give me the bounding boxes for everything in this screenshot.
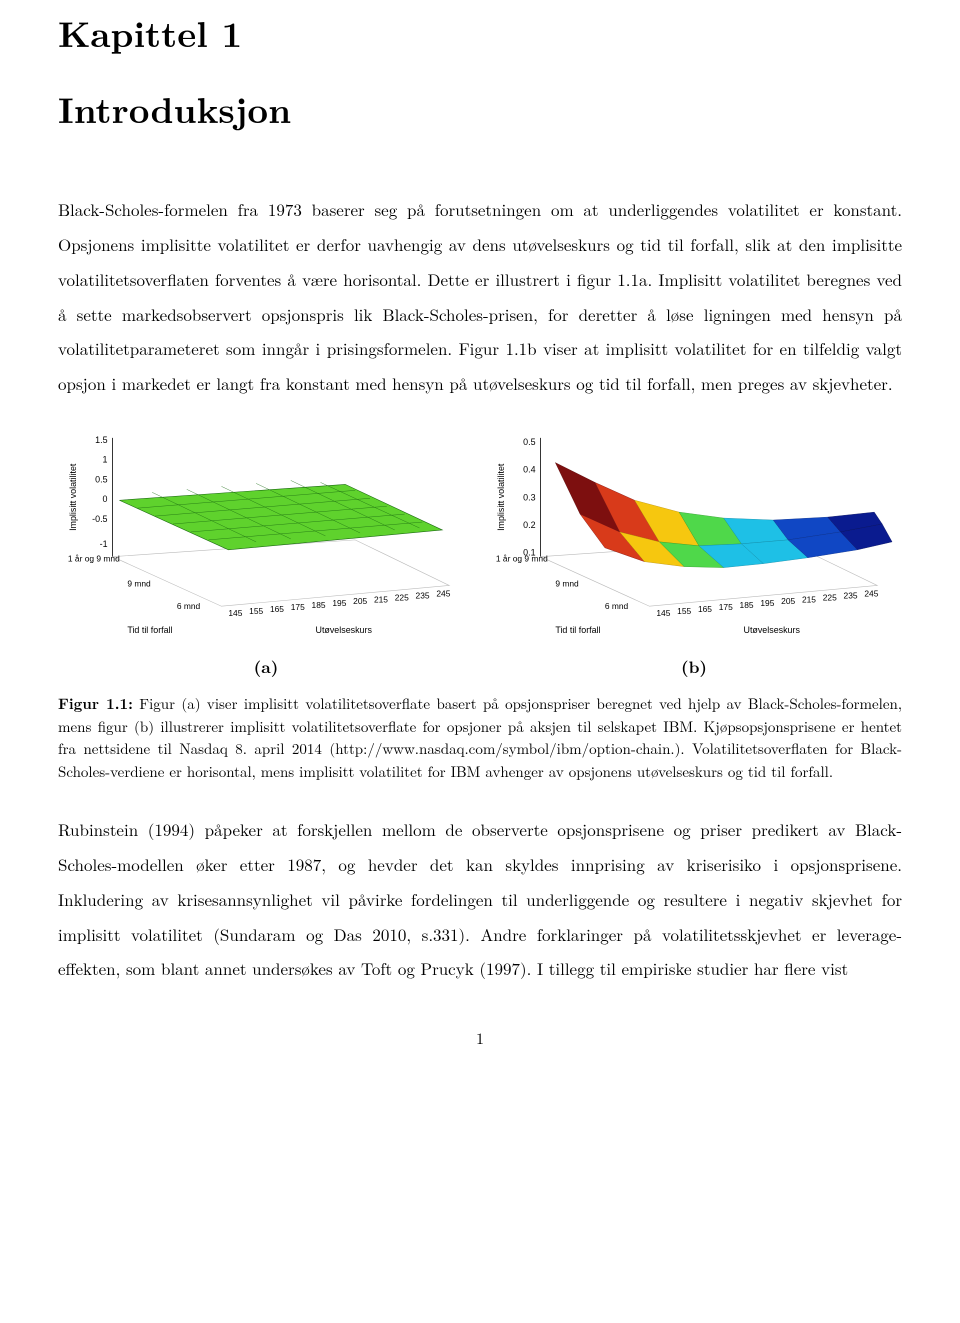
paragraph-1: Black-Scholes-formelen fra 1973 baserer … bbox=[58, 192, 902, 401]
subfig-a-label: (a) bbox=[254, 655, 279, 679]
page: Kapittel 1 Introduksjon Black-Scholes-fo… bbox=[0, 0, 960, 1323]
page-number: 1 bbox=[58, 1026, 902, 1049]
svg-text:155: 155 bbox=[677, 606, 691, 616]
svg-text:175: 175 bbox=[291, 602, 305, 612]
svg-text:145: 145 bbox=[656, 608, 670, 618]
svg-text:9 mnd: 9 mnd bbox=[555, 578, 579, 588]
svg-text:Tid til forfall: Tid til forfall bbox=[555, 625, 600, 635]
svg-text:215: 215 bbox=[374, 594, 388, 604]
svg-text:235: 235 bbox=[844, 590, 858, 600]
svg-text:-1: -1 bbox=[100, 539, 108, 549]
subfig-b-label: (b) bbox=[681, 655, 707, 679]
svg-text:235: 235 bbox=[416, 590, 430, 600]
svg-text:165: 165 bbox=[698, 604, 712, 614]
svg-text:185: 185 bbox=[740, 600, 754, 610]
svg-text:0: 0 bbox=[103, 494, 108, 504]
svg-text:245: 245 bbox=[436, 588, 450, 598]
svg-text:1.5: 1.5 bbox=[95, 435, 107, 445]
svg-text:0.5: 0.5 bbox=[523, 437, 535, 447]
figure-row: 1.5 1 0.5 0 -0.5 -1 Implisitt volatilite… bbox=[58, 423, 902, 679]
svg-text:1: 1 bbox=[103, 455, 108, 465]
svg-text:Tid til forfall: Tid til forfall bbox=[127, 625, 172, 635]
svg-text:245: 245 bbox=[864, 588, 878, 598]
svg-text:Utøvelseskurs: Utøvelseskurs bbox=[316, 625, 373, 635]
subfigure-a: 1.5 1 0.5 0 -0.5 -1 Implisitt volatilite… bbox=[58, 423, 474, 679]
chapter-title: Introduksjon bbox=[58, 82, 902, 134]
svg-text:6 mnd: 6 mnd bbox=[605, 601, 629, 611]
svg-text:9 mnd: 9 mnd bbox=[127, 578, 151, 588]
svg-text:205: 205 bbox=[781, 596, 795, 606]
chapter-label: Kapittel 1 bbox=[58, 6, 902, 58]
paragraph-2: Rubinstein (1994) påpeker at forskjellen… bbox=[58, 812, 902, 986]
svg-text:195: 195 bbox=[332, 598, 346, 608]
subfigure-b: 0.5 0.4 0.3 0.2 0.1 Implisitt volatilite… bbox=[486, 423, 902, 679]
surface-plot-b: 0.5 0.4 0.3 0.2 0.1 Implisitt volatilite… bbox=[486, 423, 902, 651]
svg-text:0.5: 0.5 bbox=[95, 474, 107, 484]
svg-text:205: 205 bbox=[353, 596, 367, 606]
surface-plot-a: 1.5 1 0.5 0 -0.5 -1 Implisitt volatilite… bbox=[58, 423, 474, 651]
svg-text:-0.5: -0.5 bbox=[92, 514, 107, 524]
svg-text:Implisitt volatilitet: Implisitt volatilitet bbox=[68, 463, 78, 531]
svg-text:155: 155 bbox=[249, 606, 263, 616]
svg-text:225: 225 bbox=[823, 592, 837, 602]
svg-text:145: 145 bbox=[228, 608, 242, 618]
svg-text:215: 215 bbox=[802, 594, 816, 604]
figure-caption: Figur 1.1: Figur (a) viser implisitt vol… bbox=[58, 693, 902, 784]
svg-text:225: 225 bbox=[395, 592, 409, 602]
figure-caption-text: Figur (a) viser implisitt volatilitetsov… bbox=[58, 693, 902, 782]
svg-text:0.2: 0.2 bbox=[523, 520, 535, 530]
svg-text:165: 165 bbox=[270, 604, 284, 614]
svg-text:0.4: 0.4 bbox=[523, 465, 535, 475]
svg-text:6 mnd: 6 mnd bbox=[177, 601, 201, 611]
svg-text:Utøvelseskurs: Utøvelseskurs bbox=[744, 625, 801, 635]
svg-text:175: 175 bbox=[719, 602, 733, 612]
svg-text:185: 185 bbox=[312, 600, 326, 610]
svg-text:0.3: 0.3 bbox=[523, 492, 535, 502]
svg-text:1 år og 9 mnd: 1 år og 9 mnd bbox=[68, 554, 120, 564]
figure-caption-label: Figur 1.1: bbox=[58, 693, 133, 714]
svg-text:Implisitt volatilitet: Implisitt volatilitet bbox=[496, 463, 506, 531]
svg-text:1 år og 9 mnd: 1 år og 9 mnd bbox=[496, 554, 548, 564]
svg-text:195: 195 bbox=[760, 598, 774, 608]
